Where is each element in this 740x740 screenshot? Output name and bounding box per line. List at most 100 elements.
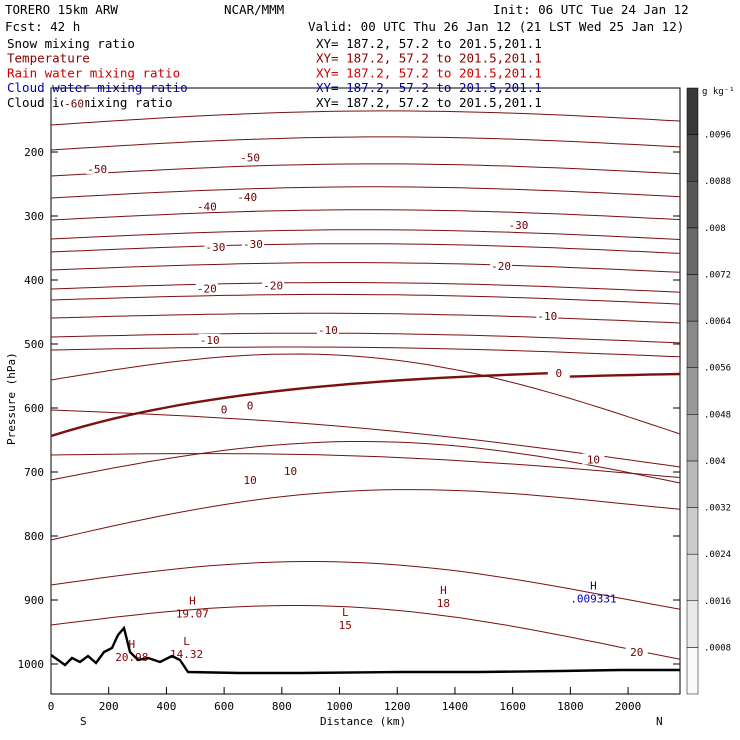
contour-label-bg xyxy=(316,324,339,336)
contour-label-bg xyxy=(239,473,262,485)
contour-labels: -60 -50 -50 -40 -40 -30 -30 -30 -20 -20 -20 -10 -10 -… xyxy=(63,97,648,659)
legend-label: Snow mixing ratio xyxy=(7,36,135,51)
contour-label: -60 xyxy=(64,98,84,111)
contour-label-bg xyxy=(239,399,262,411)
contour-label: -40 xyxy=(197,201,217,214)
colorbar-segment xyxy=(686,134,699,182)
colorbar-segment xyxy=(686,367,699,415)
colorbar-segment xyxy=(686,87,699,135)
y-tick-label: 700 xyxy=(24,466,44,479)
contour-label: -10 xyxy=(537,310,557,323)
y-tick-label: 500 xyxy=(24,338,44,351)
center-title: NCAR/MMM xyxy=(224,2,284,17)
contour-label: 10 xyxy=(587,453,600,466)
extremum-value: 19.07 xyxy=(176,608,209,621)
field-legend: Snow mixing ratio XY= 187.2, 57.2 to 201.… xyxy=(7,36,542,110)
isotherm-line xyxy=(50,332,681,344)
x-tick-label: 1200 xyxy=(384,700,411,713)
x-tick-label: 600 xyxy=(214,700,234,713)
colorbar-segment xyxy=(686,180,699,229)
y-tick-label: 900 xyxy=(24,594,44,607)
contour-label-bg xyxy=(236,191,259,203)
contour-label: -40 xyxy=(237,191,257,204)
contour-label-bg xyxy=(195,282,218,294)
x-axis: 0 200 400 600 800 1000 1200 1400 1600 1800 2000 xyxy=(48,687,642,713)
contour-label: 10 xyxy=(243,474,256,487)
colorbar-segment xyxy=(686,553,699,602)
extremum-marker: L xyxy=(342,606,349,619)
x-end-left: S xyxy=(80,715,87,728)
x-tick-label: 2000 xyxy=(615,700,642,713)
colorbar: .0008 .0016 .0024 .0032 .004 .0048 .0056 .0064.… xyxy=(686,87,735,695)
isotherm-line xyxy=(50,209,681,221)
extremum-marker: H xyxy=(590,579,597,592)
isotherm-line xyxy=(50,243,681,254)
contour-label: 0 xyxy=(221,404,228,417)
extremum-marker: H xyxy=(189,595,196,608)
isotherm-line xyxy=(50,136,681,151)
temperature-contours xyxy=(50,110,681,660)
isotherm-line xyxy=(50,282,681,293)
init-time: Init: 06 UTC Tue 24 Jan 12 xyxy=(493,2,689,17)
isotherm-line xyxy=(50,110,681,126)
contour-label: 20 xyxy=(630,646,643,659)
contour-label: -30 xyxy=(243,238,263,251)
colorbar-tick-label: .0072 xyxy=(704,270,731,280)
colorbar-tick-label: .0024 xyxy=(704,550,731,560)
colorbar-tick-label: .0088 xyxy=(704,177,731,187)
legend-xs-coords: XY= 187.2, 57.2 to 201.5,201.1 xyxy=(316,65,542,80)
valid-time: Valid: 00 UTC Thu 26 Jan 12 (21 LST Wed … xyxy=(308,19,684,34)
isotherm-line xyxy=(50,453,681,478)
contour-label: -50 xyxy=(87,163,107,176)
colorbar-segment xyxy=(686,460,699,508)
colorbar-tick-label: .0096 xyxy=(704,131,731,141)
contour-label-bg xyxy=(204,241,227,252)
plot-frame xyxy=(50,87,681,695)
contour-label: 0 xyxy=(247,400,254,413)
contour-label-bg xyxy=(241,237,264,249)
contour-label-bg xyxy=(213,403,236,415)
extremum-value: .009331 xyxy=(570,592,616,605)
contour-label-bg xyxy=(507,219,530,231)
contour-label: -20 xyxy=(491,260,511,273)
isotherm-line xyxy=(50,229,681,240)
isotherm-line xyxy=(50,262,681,273)
extremum-marker: H xyxy=(128,638,135,651)
contour-label: 10 xyxy=(284,465,297,478)
colorbar-unit: g kg⁻¹ xyxy=(702,87,735,97)
isotherm-line xyxy=(50,605,681,660)
y-tick-label: 400 xyxy=(24,274,44,287)
legend-label: Cloud ice mixing ratio xyxy=(7,95,173,110)
colorbar-tick-label: .0048 xyxy=(704,410,731,420)
y-tick-label: 600 xyxy=(24,402,44,415)
x-tick-label: 400 xyxy=(156,700,176,713)
contour-label-bg xyxy=(279,465,302,476)
x-tick-label: 800 xyxy=(272,700,292,713)
colorbar-tick-label: .004 xyxy=(704,457,726,467)
contour-label-bg xyxy=(262,279,285,291)
zero-isotherm-line xyxy=(50,371,681,438)
isotherm-line xyxy=(50,186,681,199)
contour-label-bg xyxy=(536,310,559,322)
colorbar-tick-label: .0056 xyxy=(704,364,731,374)
isotherm-line xyxy=(50,163,681,177)
contour-label: -10 xyxy=(318,324,338,337)
terrain xyxy=(50,625,680,675)
contour-label-bg xyxy=(490,260,513,272)
extremum-value: 14.32 xyxy=(170,648,203,661)
model-title: TORERO 15km ARW xyxy=(5,2,118,17)
y-tick-label: 200 xyxy=(24,146,44,159)
extremum-marker: H xyxy=(440,584,447,597)
extremum-value: 20.98 xyxy=(115,651,148,664)
colorbar-segment xyxy=(686,600,699,648)
extremum-value: 15 xyxy=(339,619,352,632)
contour-label: -30 xyxy=(508,219,528,232)
isotherm-line xyxy=(50,353,681,435)
contour-label-bg xyxy=(625,646,648,658)
y-tick-label: 800 xyxy=(24,530,44,543)
x-end-right: N xyxy=(656,715,663,728)
y-axis-title: Pressure (hPa) xyxy=(5,352,18,445)
